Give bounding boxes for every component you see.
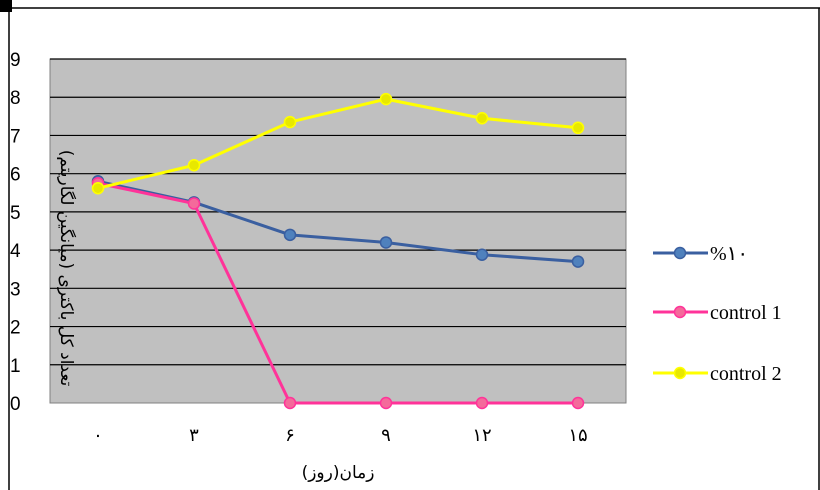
y-axis-ticks: 0 1 2 3 4 5 6 7 8 9 [10,50,21,415]
frame-corner-mark [0,0,12,12]
x-tick-label: ۱۲ [472,425,491,445]
legend-swatch-marker [673,366,687,380]
series-3-point [187,159,201,172]
y-tick-label: 7 [10,126,21,147]
legend-label: %۱۰ [710,243,748,265]
x-tick-label: ۶ [285,425,295,445]
series-2-point [475,396,489,410]
y-tick-label: 2 [10,318,21,339]
series-line-2 [97,181,578,405]
legend-swatch-marker [673,305,687,319]
series-line-3 [97,97,579,190]
y-tick-label: 4 [10,241,21,262]
series-3-point [283,115,297,129]
legend-label: control 1 [710,302,782,324]
legend-swatch-marker [673,246,687,260]
series-1-point [571,255,585,268]
series-3-point [475,111,489,125]
series-1-point [283,228,297,242]
legend: %۱۰ control 1 control 2 [653,243,782,385]
gridlines [50,58,626,366]
x-tick-label: ۳ [189,425,199,445]
y-tick-label: 0 [10,394,21,415]
x-axis-ticks: ۰ ۳ ۶ ۹ ۱۲ ۱۵ [93,425,588,445]
x-tick-label: ۰ [93,425,103,445]
x-tick-label: ۱۵ [568,425,587,445]
x-tick-label: ۹ [381,425,391,445]
series-1-point [379,236,393,249]
legend-label: control 2 [710,363,782,385]
y-tick-label: 5 [10,203,21,224]
series-2-point [571,396,585,410]
plot-area [49,58,627,404]
y-tick-label: 1 [10,356,21,377]
x-axis-title: زمان(روز) [302,463,375,483]
series-2-point [187,197,201,210]
series-2-point [379,396,393,410]
y-tick-label: 3 [10,279,21,300]
series-3-point [91,181,105,195]
y-tick-label: 6 [10,165,21,186]
y-axis-title: تعداد کل باکتری (میانگین لگاریتم) [56,150,77,387]
series-1-point [475,248,489,261]
y-tick-label: 8 [10,88,21,109]
series-3-point [379,92,393,106]
series-3-point [571,121,585,135]
y-tick-label: 9 [10,50,21,71]
series-group [91,92,585,410]
series-2-point [283,396,297,410]
